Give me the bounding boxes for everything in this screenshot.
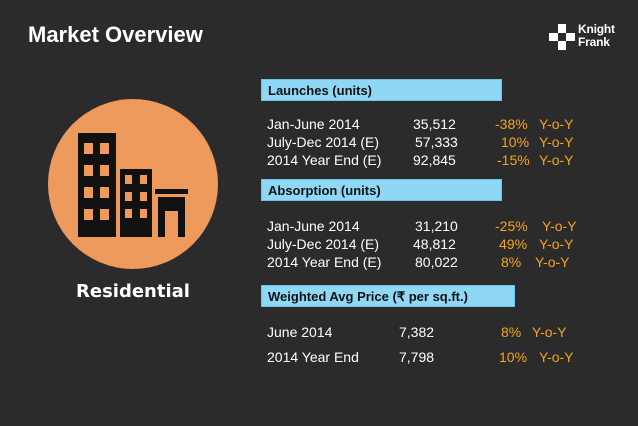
price-heading-prefix: Weighted Avg Price ( [268,289,397,304]
row-yoy: Y-o-Y [539,152,574,168]
row-yoy: Y-o-Y [535,254,570,270]
buildings-icon [78,133,188,237]
logo-line-1: Knight [578,22,615,36]
row-change: -38% [495,116,528,132]
row-change: 49% [499,236,528,252]
row-yoy: Y-o-Y [539,349,574,365]
page-title: Market Overview [28,22,203,47]
logo-line-2: Frank [578,35,610,49]
row-value: 80,022 [415,254,458,270]
row-change: 10% [499,349,528,365]
row-label: June 2014 [267,324,333,340]
row-label: Jan-June 2014 [267,116,360,132]
row-change: 10% [501,134,530,150]
row-yoy: Y-o-Y [532,324,567,340]
segment-label: Residential [76,281,190,302]
logo-text: Knight Frank [578,23,615,49]
row-yoy: Y-o-Y [539,116,574,132]
row-change: 8% [501,324,522,340]
row-label: 2014 Year End (E) [267,254,382,270]
rupee-symbol: ₹ [396,289,406,304]
absorption-heading: Absorption (units) [261,179,502,201]
row-value: 48,812 [413,236,456,252]
row-value: 57,333 [415,134,458,150]
row-change: -15% [497,152,530,168]
row-label: 2014 Year End [267,349,359,365]
row-value: 92,845 [413,152,456,168]
row-label: July-Dec 2014 (E) [267,134,380,150]
row-yoy: Y-o-Y [539,134,574,150]
row-value: 7,798 [399,349,435,365]
knight-frank-logo-icon [549,24,575,50]
row-change: 8% [501,254,522,270]
row-change: -25% [495,218,528,234]
brand-logo: Knight Frank [549,22,621,52]
residential-circle [48,99,218,269]
row-yoy: Y-o-Y [539,236,574,252]
price-heading: Weighted Avg Price (₹ per sq.ft.) [261,285,515,307]
row-value: 7,382 [399,324,435,340]
launches-heading: Launches (units) [261,79,502,101]
row-yoy: Y-o-Y [542,218,577,234]
row-label: 2014 Year End (E) [267,152,382,168]
price-heading-suffix: per sq.ft.) [405,289,468,304]
row-value: 35,512 [413,116,456,132]
row-value: 31,210 [415,218,458,234]
row-label: Jan-June 2014 [267,218,360,234]
row-label: July-Dec 2014 (E) [267,236,380,252]
